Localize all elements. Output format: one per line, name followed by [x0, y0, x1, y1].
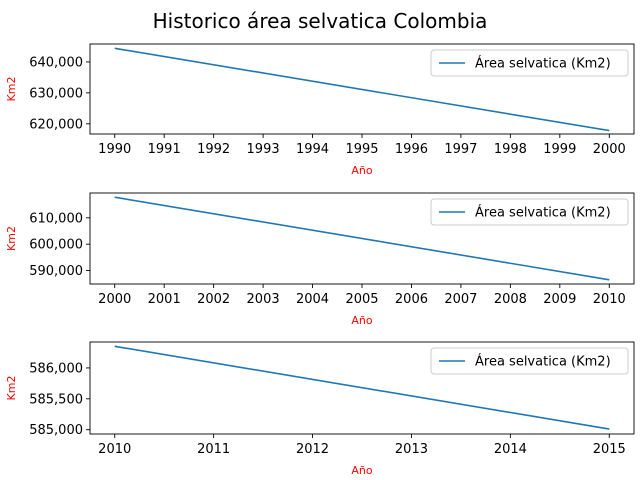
legend: Área selvatica (Km2): [430, 347, 629, 375]
legend: Área selvatica (Km2): [430, 49, 629, 77]
y-axis-label: Km2: [5, 226, 18, 251]
x-tick-label: 2000: [98, 292, 131, 307]
x-tick-label: 2003: [247, 292, 280, 307]
x-tick-label: 1999: [543, 142, 576, 157]
x-tick-label: 2006: [395, 292, 428, 307]
x-tick-label: 2010: [98, 442, 131, 457]
legend-label: Área selvatica (Km2): [475, 205, 611, 221]
y-tick-label: 610,000: [29, 211, 83, 226]
x-tick-label: 1990: [98, 142, 131, 157]
series-line: [114, 196, 610, 281]
legend-box: [430, 198, 629, 226]
x-tick-label: 1996: [395, 142, 428, 157]
x-tick-label: 2000: [593, 142, 626, 157]
x-tick-label: 2002: [197, 292, 230, 307]
subplot-2: 2000 2001 2002 2003 2004 2005 2006 2007 2008 2009…: [5, 192, 635, 327]
subplots: 1990 1991 1992 1993 1994 1995 1996 1997 1998 1999…: [5, 43, 635, 477]
series-line: [114, 345, 610, 430]
y-tick-label: 600,000: [29, 238, 83, 253]
legend-label: Área selvatica (Km2): [475, 56, 611, 72]
y-axis-label: Km2: [5, 376, 18, 401]
x-tick-label: 2014: [494, 442, 527, 457]
x-tick-label: 1995: [345, 142, 378, 157]
x-tick-label: 1998: [494, 142, 527, 157]
legend-label: Área selvatica (Km2): [475, 354, 611, 370]
chart-title: Historico área selvatica Colombia: [153, 9, 488, 33]
x-tick-label: 1994: [296, 142, 329, 157]
x-tick-label: 1992: [197, 142, 230, 157]
x-tick-label: 2013: [395, 442, 428, 457]
x-tick-label: 1993: [247, 142, 280, 157]
x-axis-label: Año: [351, 164, 372, 177]
x-tick-label: 2005: [345, 292, 378, 307]
y-tick-label: 620,000: [29, 117, 83, 132]
y-tick-label: 585,500: [29, 392, 83, 407]
x-tick-label: 1997: [444, 142, 477, 157]
y-tick-label: 585,000: [29, 423, 83, 438]
x-axis-label: Año: [351, 464, 372, 477]
legend-box: [430, 347, 629, 375]
subplot-1: 1990 1991 1992 1993 1994 1995 1996 1997 1998 1999…: [5, 43, 635, 177]
x-tick-label: 2012: [296, 442, 329, 457]
legend: Área selvatica (Km2): [430, 198, 629, 226]
x-tick-label: 2010: [593, 292, 626, 307]
y-tick-label: 586,000: [29, 361, 83, 376]
y-tick-label: 590,000: [29, 264, 83, 279]
x-axis-label: Año: [351, 314, 372, 327]
legend-box: [430, 49, 629, 77]
series-line: [114, 47, 610, 132]
x-tick-label: 2008: [494, 292, 527, 307]
y-tick-label: 630,000: [29, 86, 83, 101]
x-tick-label: 2015: [593, 442, 626, 457]
x-tick-label: 2007: [444, 292, 477, 307]
x-tick-label: 2011: [197, 442, 230, 457]
subplot-3: 2010 2011 2012 2013 2014 2015 585,000 585,500 58…: [5, 341, 635, 477]
x-tick-label: 2001: [148, 292, 181, 307]
y-axis-label: Km2: [5, 77, 18, 102]
x-tick-label: 2004: [296, 292, 329, 307]
axes-frame: [89, 341, 635, 435]
y-tick-label: 640,000: [29, 55, 83, 70]
x-tick-label: 2009: [543, 292, 576, 307]
x-tick-label: 1991: [148, 142, 181, 157]
